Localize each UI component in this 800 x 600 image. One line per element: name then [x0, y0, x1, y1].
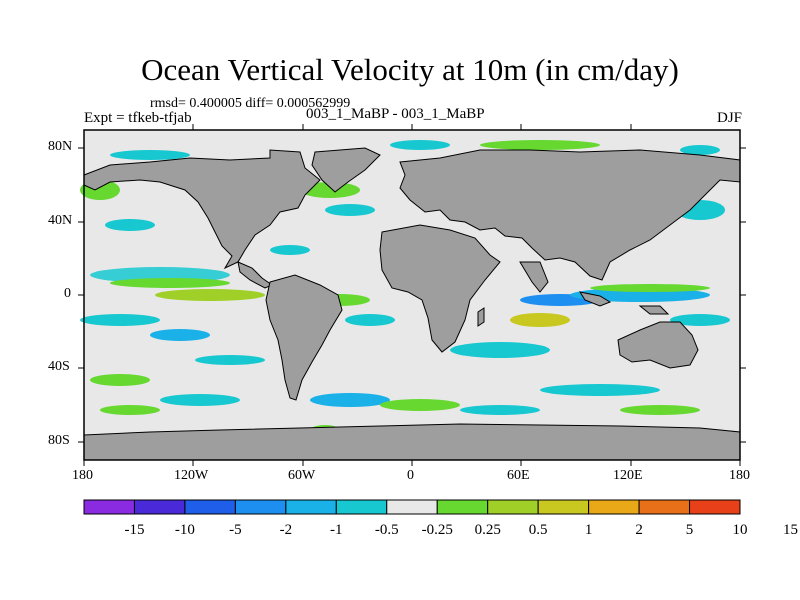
colorbar-swatch [638, 499, 691, 515]
lon-tick-label: 120E [613, 468, 643, 483]
lat-tick-label: 40N [48, 213, 73, 228]
colorbar-swatch [285, 499, 337, 515]
colorbar-label: 15 [783, 522, 798, 538]
south-america [265, 274, 343, 401]
colorbar-swatch [537, 499, 590, 515]
greenland [311, 147, 381, 193]
colorbar-swatch [234, 499, 287, 515]
madagascar [477, 307, 485, 327]
colorbar-label: -10 [175, 522, 195, 538]
australia [617, 321, 699, 369]
north-america [83, 149, 321, 270]
lat-tick-label: 0 [64, 286, 71, 301]
season-label: DJF [716, 110, 742, 126]
stats-label: rmsd= 0.400005 diff= 0.000562999 [150, 96, 351, 111]
colorbar-label: 0.25 [475, 522, 501, 538]
colorbar-label: 2 [635, 522, 643, 538]
colorbar-swatch [436, 499, 489, 515]
india [519, 261, 549, 293]
colorbar-label: 10 [733, 522, 748, 538]
colorbar-label: 1 [585, 522, 593, 538]
colorbar-label: -5 [229, 522, 242, 538]
lon-tick-label: 180 [72, 468, 93, 483]
lon-tick-label: 60E [507, 468, 530, 483]
colorbar-swatch [588, 499, 640, 515]
lat-tick-label: 80S [48, 433, 70, 448]
colorbar-label: -2 [280, 522, 293, 538]
colorbar-swatch [689, 499, 741, 515]
lon-tick-label: 60W [288, 468, 316, 483]
velocity-field [80, 140, 730, 438]
colorbar-label: -0.5 [375, 522, 399, 538]
indonesia [578, 291, 612, 307]
colorbar-swatch [133, 499, 186, 515]
colorbar-swatch [184, 499, 236, 515]
colorbar-label: 0.5 [529, 522, 548, 538]
lon-ticks [83, 124, 741, 466]
land-masses [83, 147, 741, 461]
colorbar-label: 5 [686, 522, 694, 538]
lon-tick-label: 180 [729, 468, 750, 483]
colorbar-swatch [83, 499, 135, 515]
lat-ticks [78, 147, 746, 443]
lon-tick-label: 0 [407, 468, 414, 483]
colorbar-label: -0.25 [422, 522, 453, 538]
experiment-label: Expt = tfkeb-tfjab [84, 110, 192, 126]
new-guinea [638, 305, 670, 315]
colorbar-swatch [487, 499, 539, 515]
lat-tick-label: 40S [48, 359, 70, 374]
colorbar-swatch [335, 499, 388, 515]
colorbar-label: -1 [330, 522, 343, 538]
eurasia [399, 149, 741, 281]
chart-title: Ocean Vertical Velocity at 10m (in cm/da… [141, 52, 679, 87]
lat-tick-label: 80N [48, 139, 73, 154]
colorbar-swatch [386, 499, 438, 515]
colorbar-label: -15 [124, 522, 144, 538]
africa [379, 224, 501, 353]
colorbar: -15 -10 -5 -2 -1 -0.5 -0.25 0.25 0.5 1 2 5 10 15 [83, 499, 798, 538]
lon-tick-label: 120W [174, 468, 209, 483]
case-label: 003_1_MaBP - 003_1_MaBP [306, 106, 485, 122]
